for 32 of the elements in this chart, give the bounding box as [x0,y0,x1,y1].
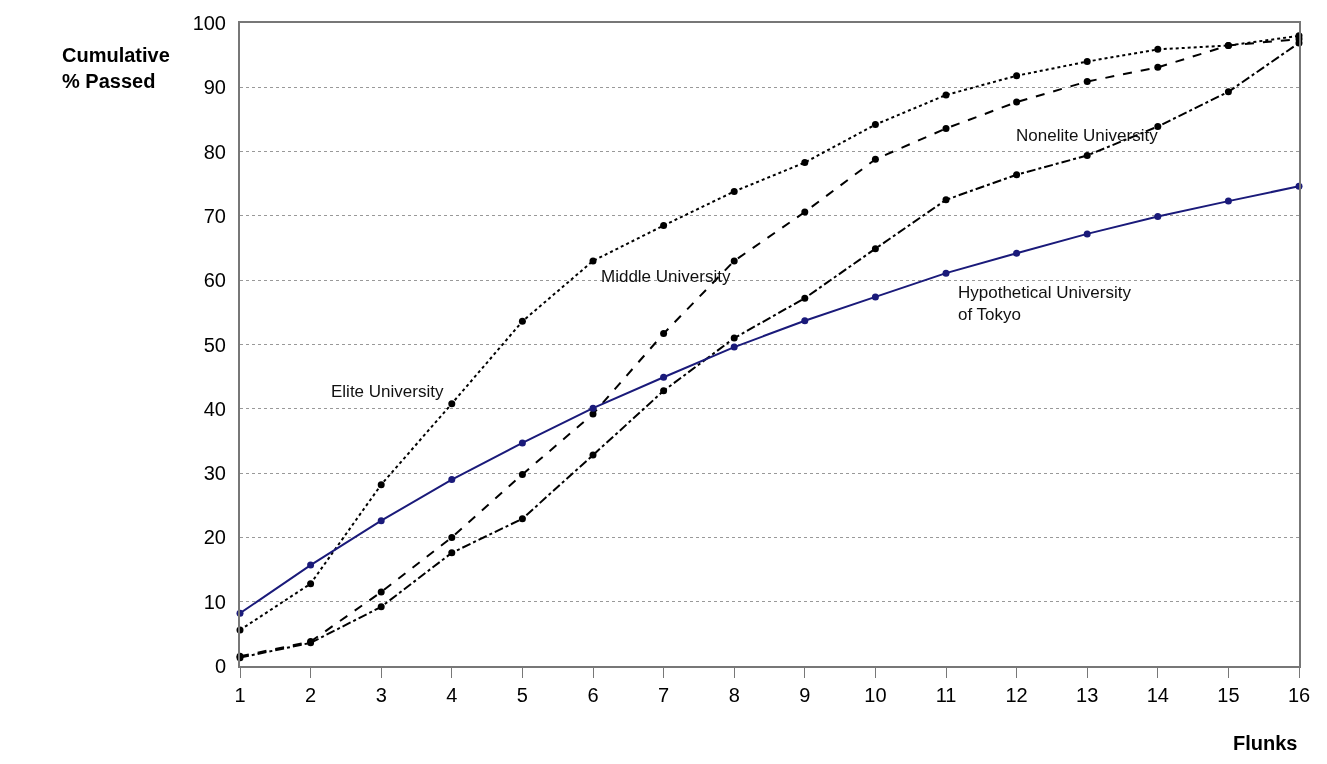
y-tick-label: 100 [192,12,226,34]
x-tick-label: 5 [516,684,528,706]
x-tick-label: 14 [1146,684,1169,706]
x-tick-label: 10 [864,684,887,706]
x-tick-label: 1 [234,684,246,706]
y-tick-label: 20 [203,526,226,549]
x-tick-label: 6 [587,684,599,706]
x-tick-label: 13 [1076,684,1099,706]
y-tick-label: 0 [214,655,226,677]
annotation: Middle University [601,267,731,286]
y-tick-label: 80 [203,140,226,163]
x-tick-label: 9 [799,684,811,706]
y-tick-label: 90 [203,76,226,99]
x-tick-label: 12 [1005,684,1028,706]
x-tick-label: 15 [1217,684,1240,706]
x-tick-label: 16 [1287,684,1311,706]
x-axis-title: Flunks [1233,732,1298,754]
x-tick-label: 7 [658,684,670,706]
y-tick-label: 40 [203,397,226,420]
x-tick-label: 4 [446,684,458,706]
x-tick-label: 8 [728,684,740,706]
y-tick-label: 70 [203,204,226,227]
y-axis-title: Cumulative % Passed [62,44,170,92]
x-tick-label: 11 [935,684,957,706]
annotation: Elite University [331,382,444,401]
y-tick-label: 60 [203,269,226,292]
x-tick-label: 3 [375,684,387,706]
y-tick-label: 10 [203,590,226,613]
annotation: Hypothetical University of Tokyo [958,283,1132,325]
x-tick-label: 2 [305,684,317,706]
y-tick-label: 30 [203,462,226,485]
y-tick-label: 50 [203,333,226,356]
